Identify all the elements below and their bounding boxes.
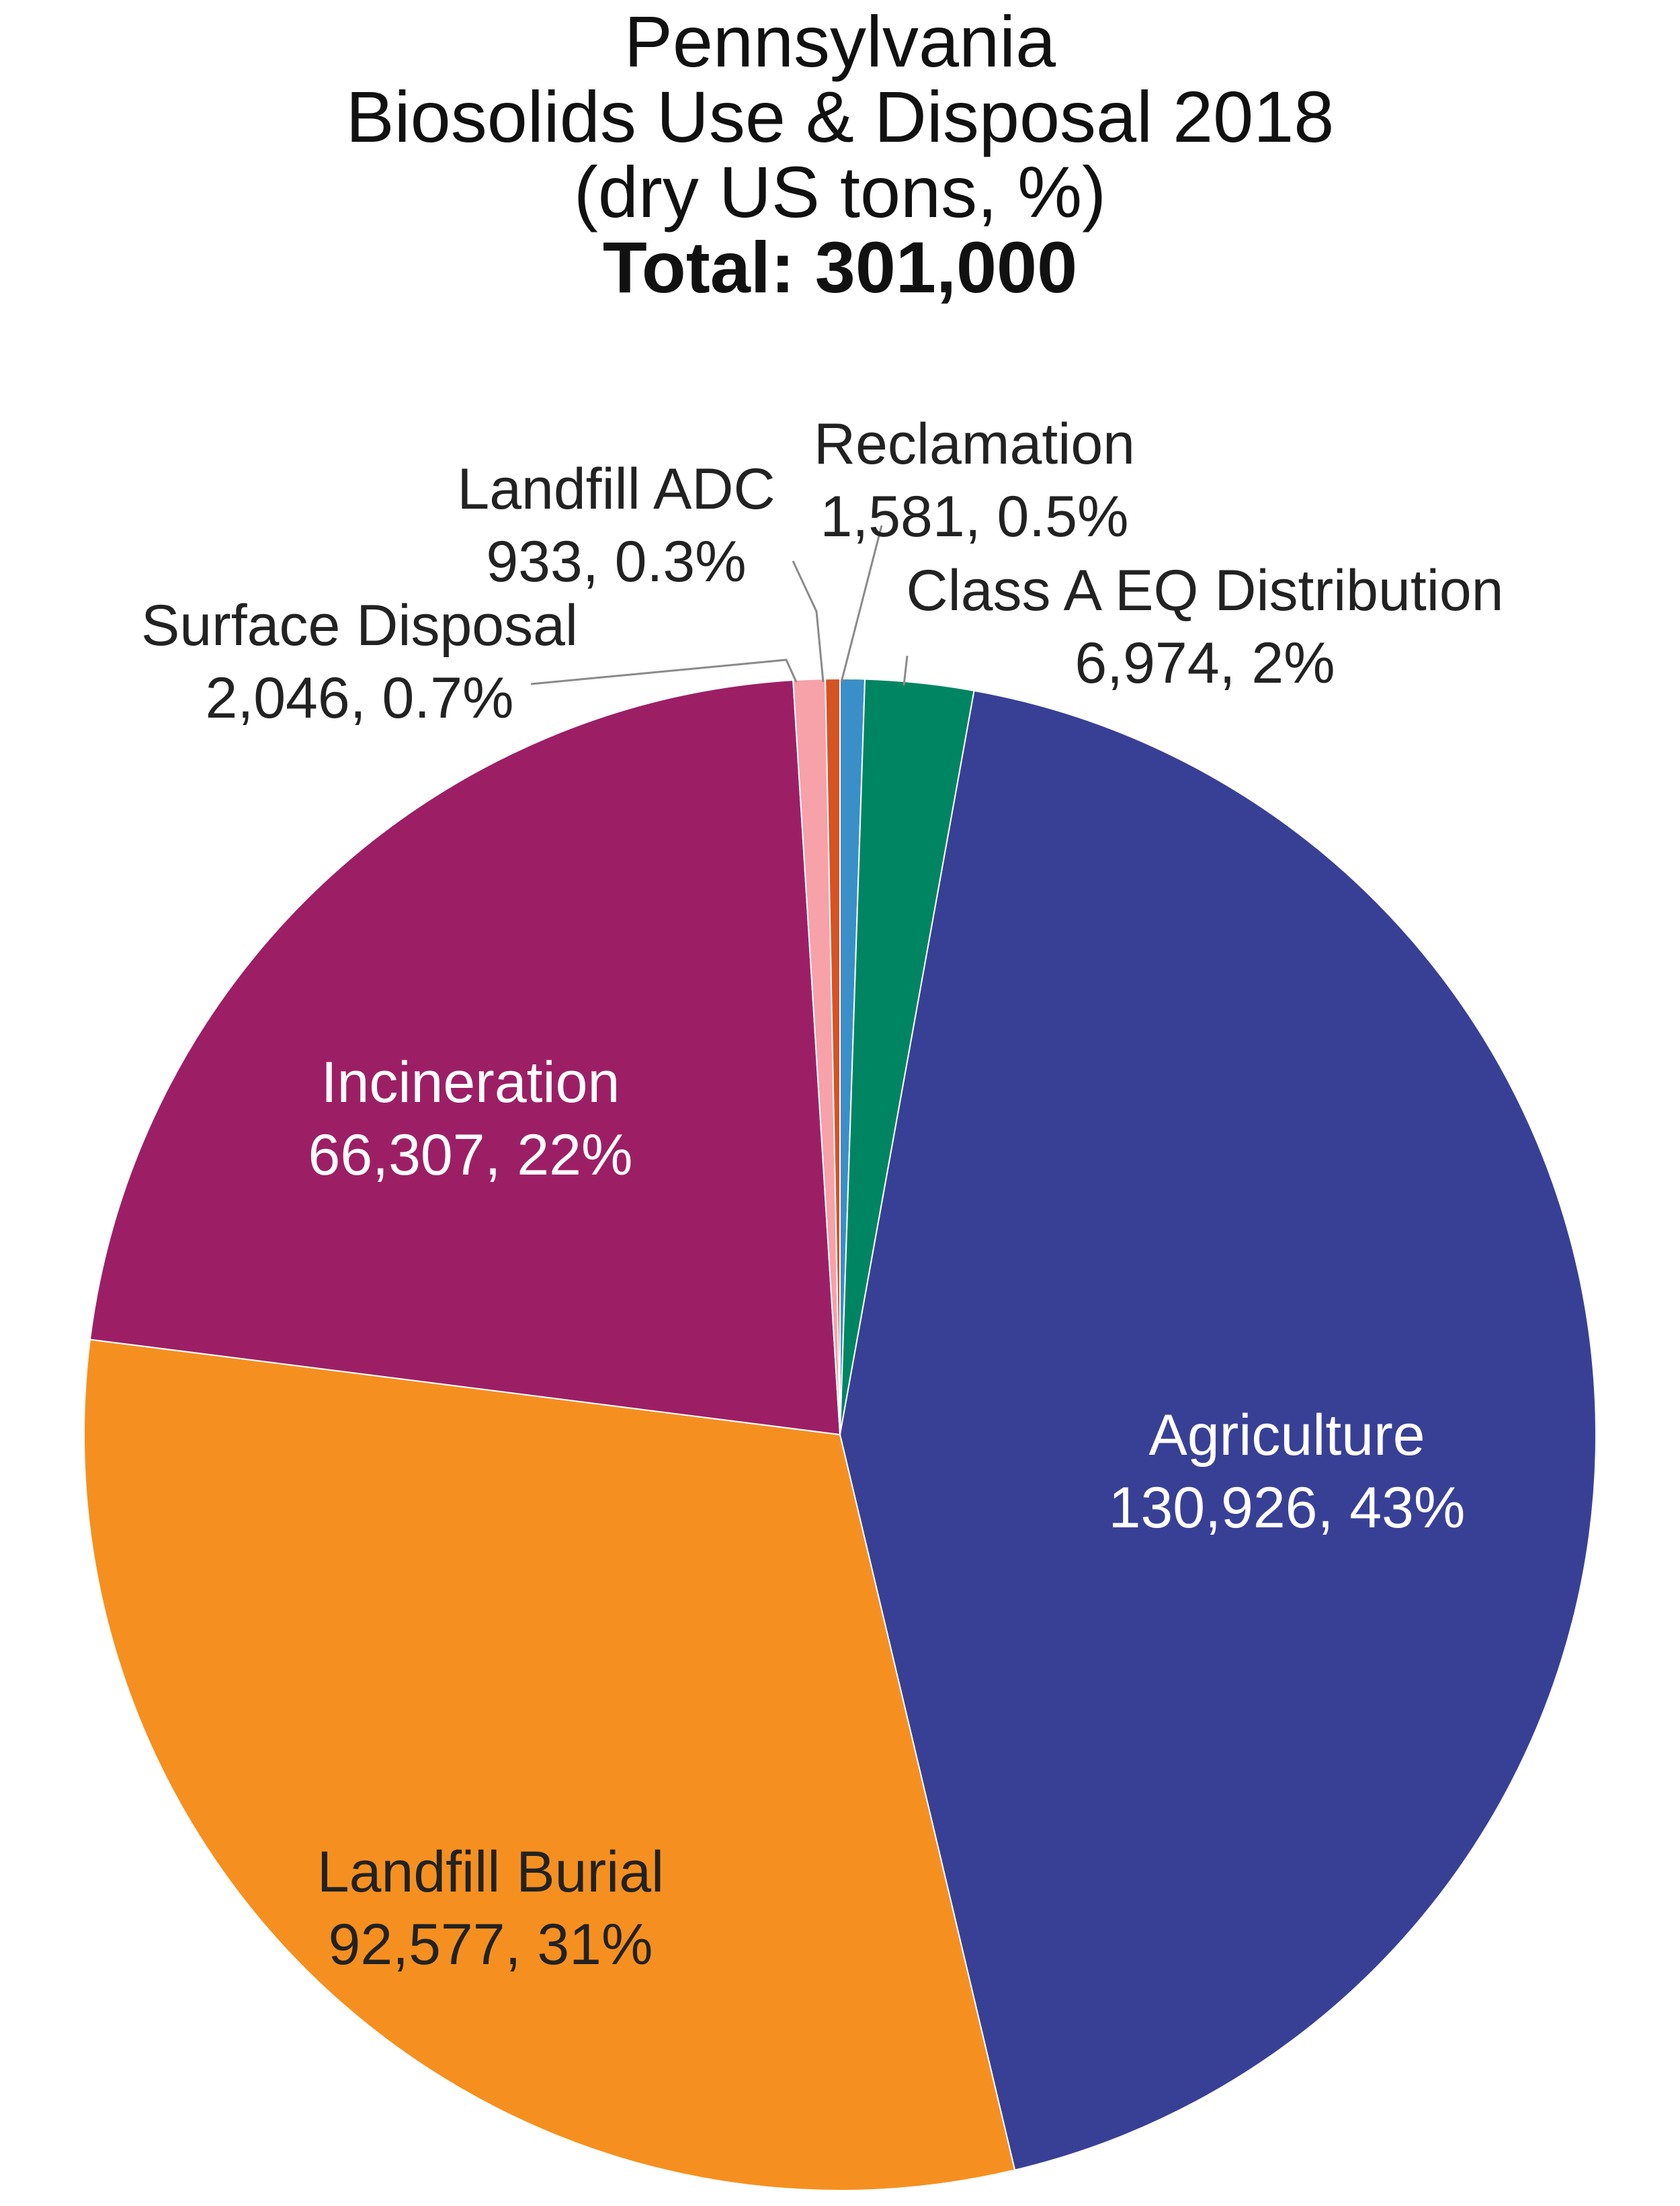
pie-slice-landfill-adc: [825, 677, 841, 1435]
slice-label-surface-disposal: Surface Disposal: [141, 593, 578, 658]
callout-leaders: [530, 525, 909, 686]
slice-label-agriculture: Agriculture: [1148, 1403, 1425, 1468]
slice-labels: Reclamation 1,581, 0.5% Class A EQ Distrib…: [141, 412, 1504, 1977]
slice-value-class-a-eq-distribution: 6,974, 2%: [1075, 631, 1335, 695]
slice-value-agriculture: 130,926, 43%: [1109, 1476, 1466, 1540]
title-line-2: Biosolids Use & Disposal 2018: [345, 76, 1335, 157]
pie-slices: [83, 677, 1597, 2191]
slice-value-landfill-adc: 933, 0.3%: [486, 529, 746, 594]
slice-label-class-a-eq-distribution: Class A EQ Distribution: [906, 558, 1503, 623]
slice-label-incineration: Incineration: [321, 1050, 620, 1115]
pie-slice-landfill-burial: [83, 1339, 1016, 2191]
slice-label-landfill-burial: Landfill Burial: [317, 1840, 664, 1904]
title-total: Total: 301,000: [602, 226, 1078, 308]
leader-line-landfill-adc: [792, 560, 825, 683]
slice-label-reclamation: Reclamation: [814, 412, 1135, 476]
chart-title: Pennsylvania Biosolids Use & Disposal 20…: [0, 0, 1680, 305]
pie-slice-agriculture: [839, 689, 1597, 2171]
leader-line-surface-disposal: [530, 659, 798, 685]
slice-value-incineration: 66,307, 22%: [308, 1123, 633, 1187]
slice-label-landfill-adc: Landfill ADC: [457, 457, 775, 521]
leader-line-reclamation: [840, 525, 883, 683]
slice-value-reclamation: 1,581, 0.5%: [820, 484, 1128, 549]
slice-value-surface-disposal: 2,046, 0.7%: [205, 666, 513, 730]
slice-value-landfill-burial: 92,577, 31%: [329, 1912, 653, 1977]
title-line-3: (dry US tons, %): [573, 151, 1107, 232]
leader-line-class-a-eq-distribution: [902, 655, 909, 686]
pie-slice-incineration: [89, 679, 841, 1436]
title-line-1: Pennsylvania: [624, 1, 1056, 82]
